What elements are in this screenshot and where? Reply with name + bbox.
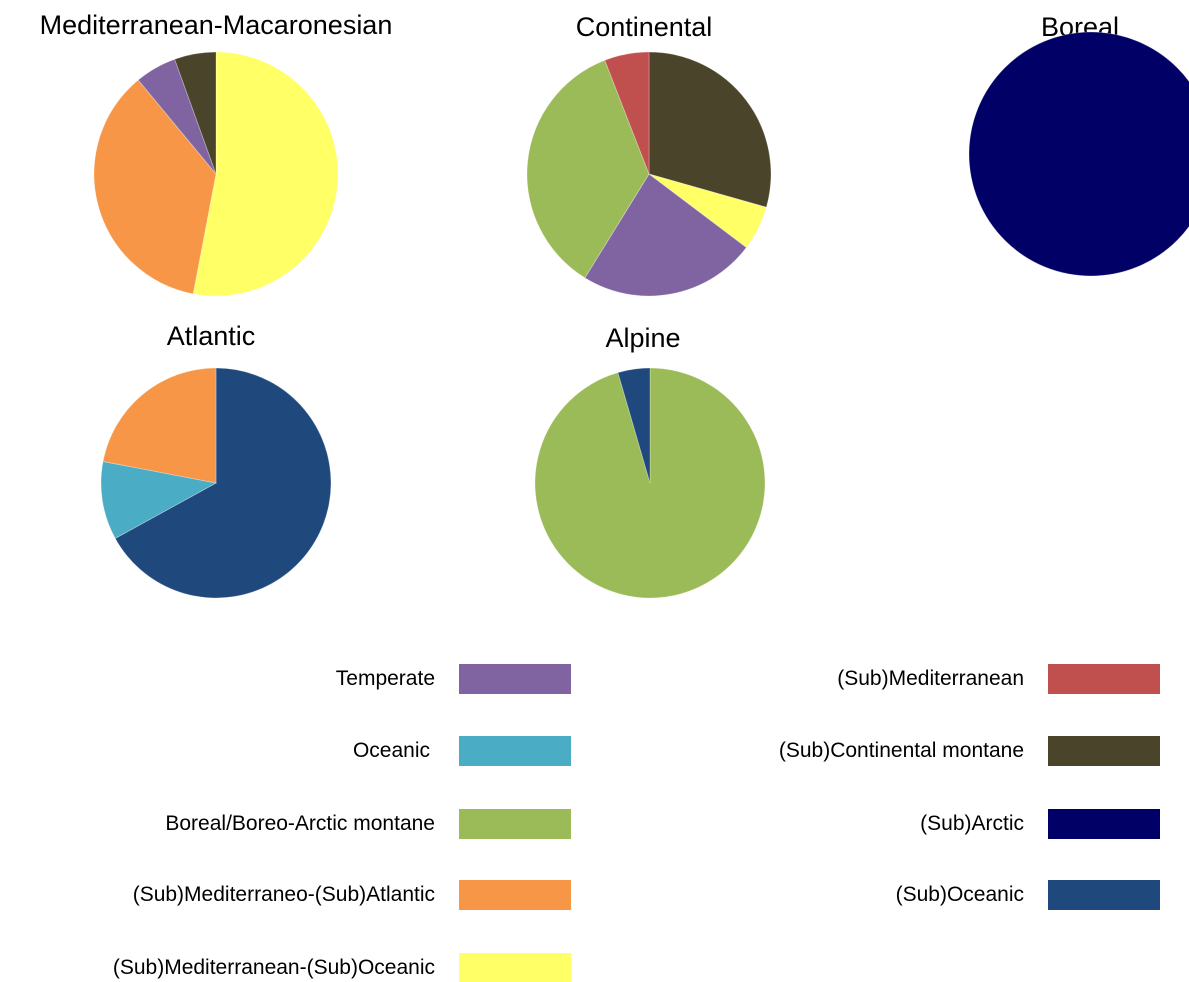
legend-item-submediterraneo-subatlantic: (Sub)Mediterraneo-(Sub)Atlantic — [0, 880, 571, 910]
pie-slice-submed-atlantic — [93, 79, 217, 295]
pie-slice-subarctic — [968, 31, 1189, 277]
legend-label: Temperate — [335, 667, 435, 690]
pie-chart-mediterranean-macaronesian — [93, 51, 339, 297]
legend-item-oceanic: Oceanic — [0, 736, 571, 766]
legend-label: (Sub)Mediterraneo-(Sub)Atlantic — [132, 883, 435, 906]
pie-slice-boreal-montane — [526, 59, 650, 279]
legend-item-submediterranean: (Sub)Mediterranean — [600, 664, 1160, 694]
legend-item-submediterranean-suboceanic: (Sub)Mediterranean-(Sub)Oceanic — [0, 953, 571, 982]
legend-swatch — [459, 664, 571, 694]
pie-slice-suboceanic — [114, 367, 332, 599]
legend-label: Oceanic — [352, 739, 430, 762]
legend-swatch — [1048, 736, 1160, 766]
pie-chart-atlantic — [100, 367, 332, 599]
legend-swatch — [1048, 809, 1160, 839]
legend-item-temperate: Temperate — [0, 664, 571, 694]
pie-slice-submediterranean — [604, 51, 650, 175]
pie-chart-continental — [526, 51, 772, 297]
pie-slice-temperate — [584, 173, 747, 297]
pie-title-mediterranean-macaronesian: Mediterranean-Macaronesian — [39, 10, 393, 40]
legend-swatch — [459, 736, 571, 766]
legend-label: (Sub)Mediterranean-(Sub)Oceanic — [112, 956, 435, 979]
legend-swatch — [459, 809, 571, 839]
pie-slice-subcontinental-montane — [648, 51, 772, 208]
legend-label: (Sub)Mediterranean — [837, 667, 1024, 690]
pie-chart-boreal — [968, 31, 1189, 277]
legend-swatch — [1048, 664, 1160, 694]
pie-slice-suboceanic — [617, 367, 651, 484]
legend-label: Boreal/Boreo-Arctic montane — [165, 812, 435, 835]
pie-slice-temperate — [137, 58, 217, 175]
legend-swatch — [459, 953, 571, 982]
legend-item-boreal-montane: Boreal/Boreo-Arctic montane — [0, 809, 571, 839]
legend-label: (Sub)Arctic — [920, 812, 1024, 835]
legend-item-subcontinental-montane: (Sub)Continental montane — [600, 736, 1160, 766]
pie-slice-submed-oceanic — [192, 51, 339, 297]
pie-slice-boreal-montane — [534, 367, 766, 599]
legend-item-subarctic: (Sub)Arctic — [600, 809, 1160, 839]
legend-label: (Sub)Continental montane — [778, 739, 1024, 762]
pie-slice-submed-oceanic — [648, 173, 767, 249]
legend-swatch — [1048, 880, 1160, 910]
pie-slice-subcontinental-montane — [174, 51, 217, 175]
pie-chart-alpine — [534, 367, 766, 599]
legend-swatch — [459, 880, 571, 910]
legend-item-suboceanic: (Sub)Oceanic — [600, 880, 1160, 910]
pie-slice-submed-atlantic — [102, 367, 217, 484]
legend-label: (Sub)Oceanic — [895, 883, 1024, 906]
pie-slice-oceanic — [100, 460, 218, 539]
pie-title-alpine: Alpine — [605, 323, 681, 353]
pie-title-continental: Continental — [575, 12, 713, 42]
pie-title-atlantic: Atlantic — [166, 321, 256, 351]
